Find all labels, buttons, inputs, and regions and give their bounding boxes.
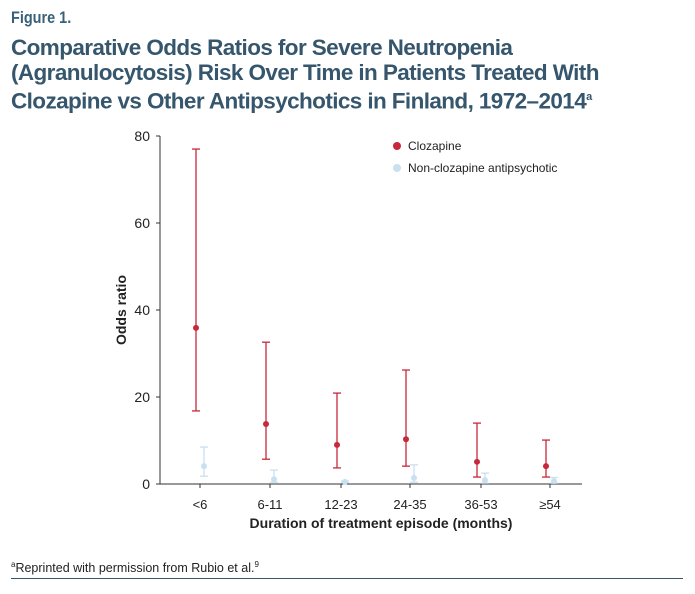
x-tick-label: ≥54	[539, 497, 561, 512]
x-tick-label: 36-53	[464, 497, 497, 512]
chart-title: Comparative Odds Ratios for Severe Neutr…	[11, 35, 599, 114]
x-tick-label: <6	[193, 497, 208, 512]
x-tick-label: 6-11	[257, 497, 282, 512]
y-axis-label: Odds ratio	[113, 275, 129, 345]
data-point	[403, 436, 409, 443]
data-point	[551, 477, 557, 484]
data-point	[474, 458, 480, 465]
data-point	[543, 463, 549, 470]
bottom-rule	[11, 578, 683, 579]
data-point	[482, 477, 488, 484]
data-point	[201, 463, 207, 470]
footnote: aReprinted with permission from Rubio et…	[11, 560, 259, 576]
x-axis-label: Duration of treatment episode (months)	[250, 515, 513, 531]
x-tick-label: 12-23	[324, 497, 357, 512]
legend-marker	[393, 142, 401, 150]
data-point	[411, 474, 417, 481]
data-point	[271, 476, 277, 483]
figure-label: Figure 1.	[11, 8, 72, 27]
legend-label: Clozapine	[408, 139, 462, 153]
y-tick-label: 40	[134, 302, 150, 318]
x-tick-label: 24-35	[393, 497, 426, 512]
data-point	[193, 324, 199, 331]
y-tick-label: 80	[134, 128, 150, 144]
legend-label: Non-clozapine antipsychotic	[408, 161, 557, 175]
legend-marker	[393, 164, 401, 172]
data-point	[342, 478, 348, 485]
data-point	[334, 441, 340, 448]
y-tick-label: 0	[142, 476, 150, 492]
y-tick-label: 60	[134, 215, 150, 231]
y-tick-label: 20	[134, 389, 150, 405]
data-point	[263, 420, 269, 427]
